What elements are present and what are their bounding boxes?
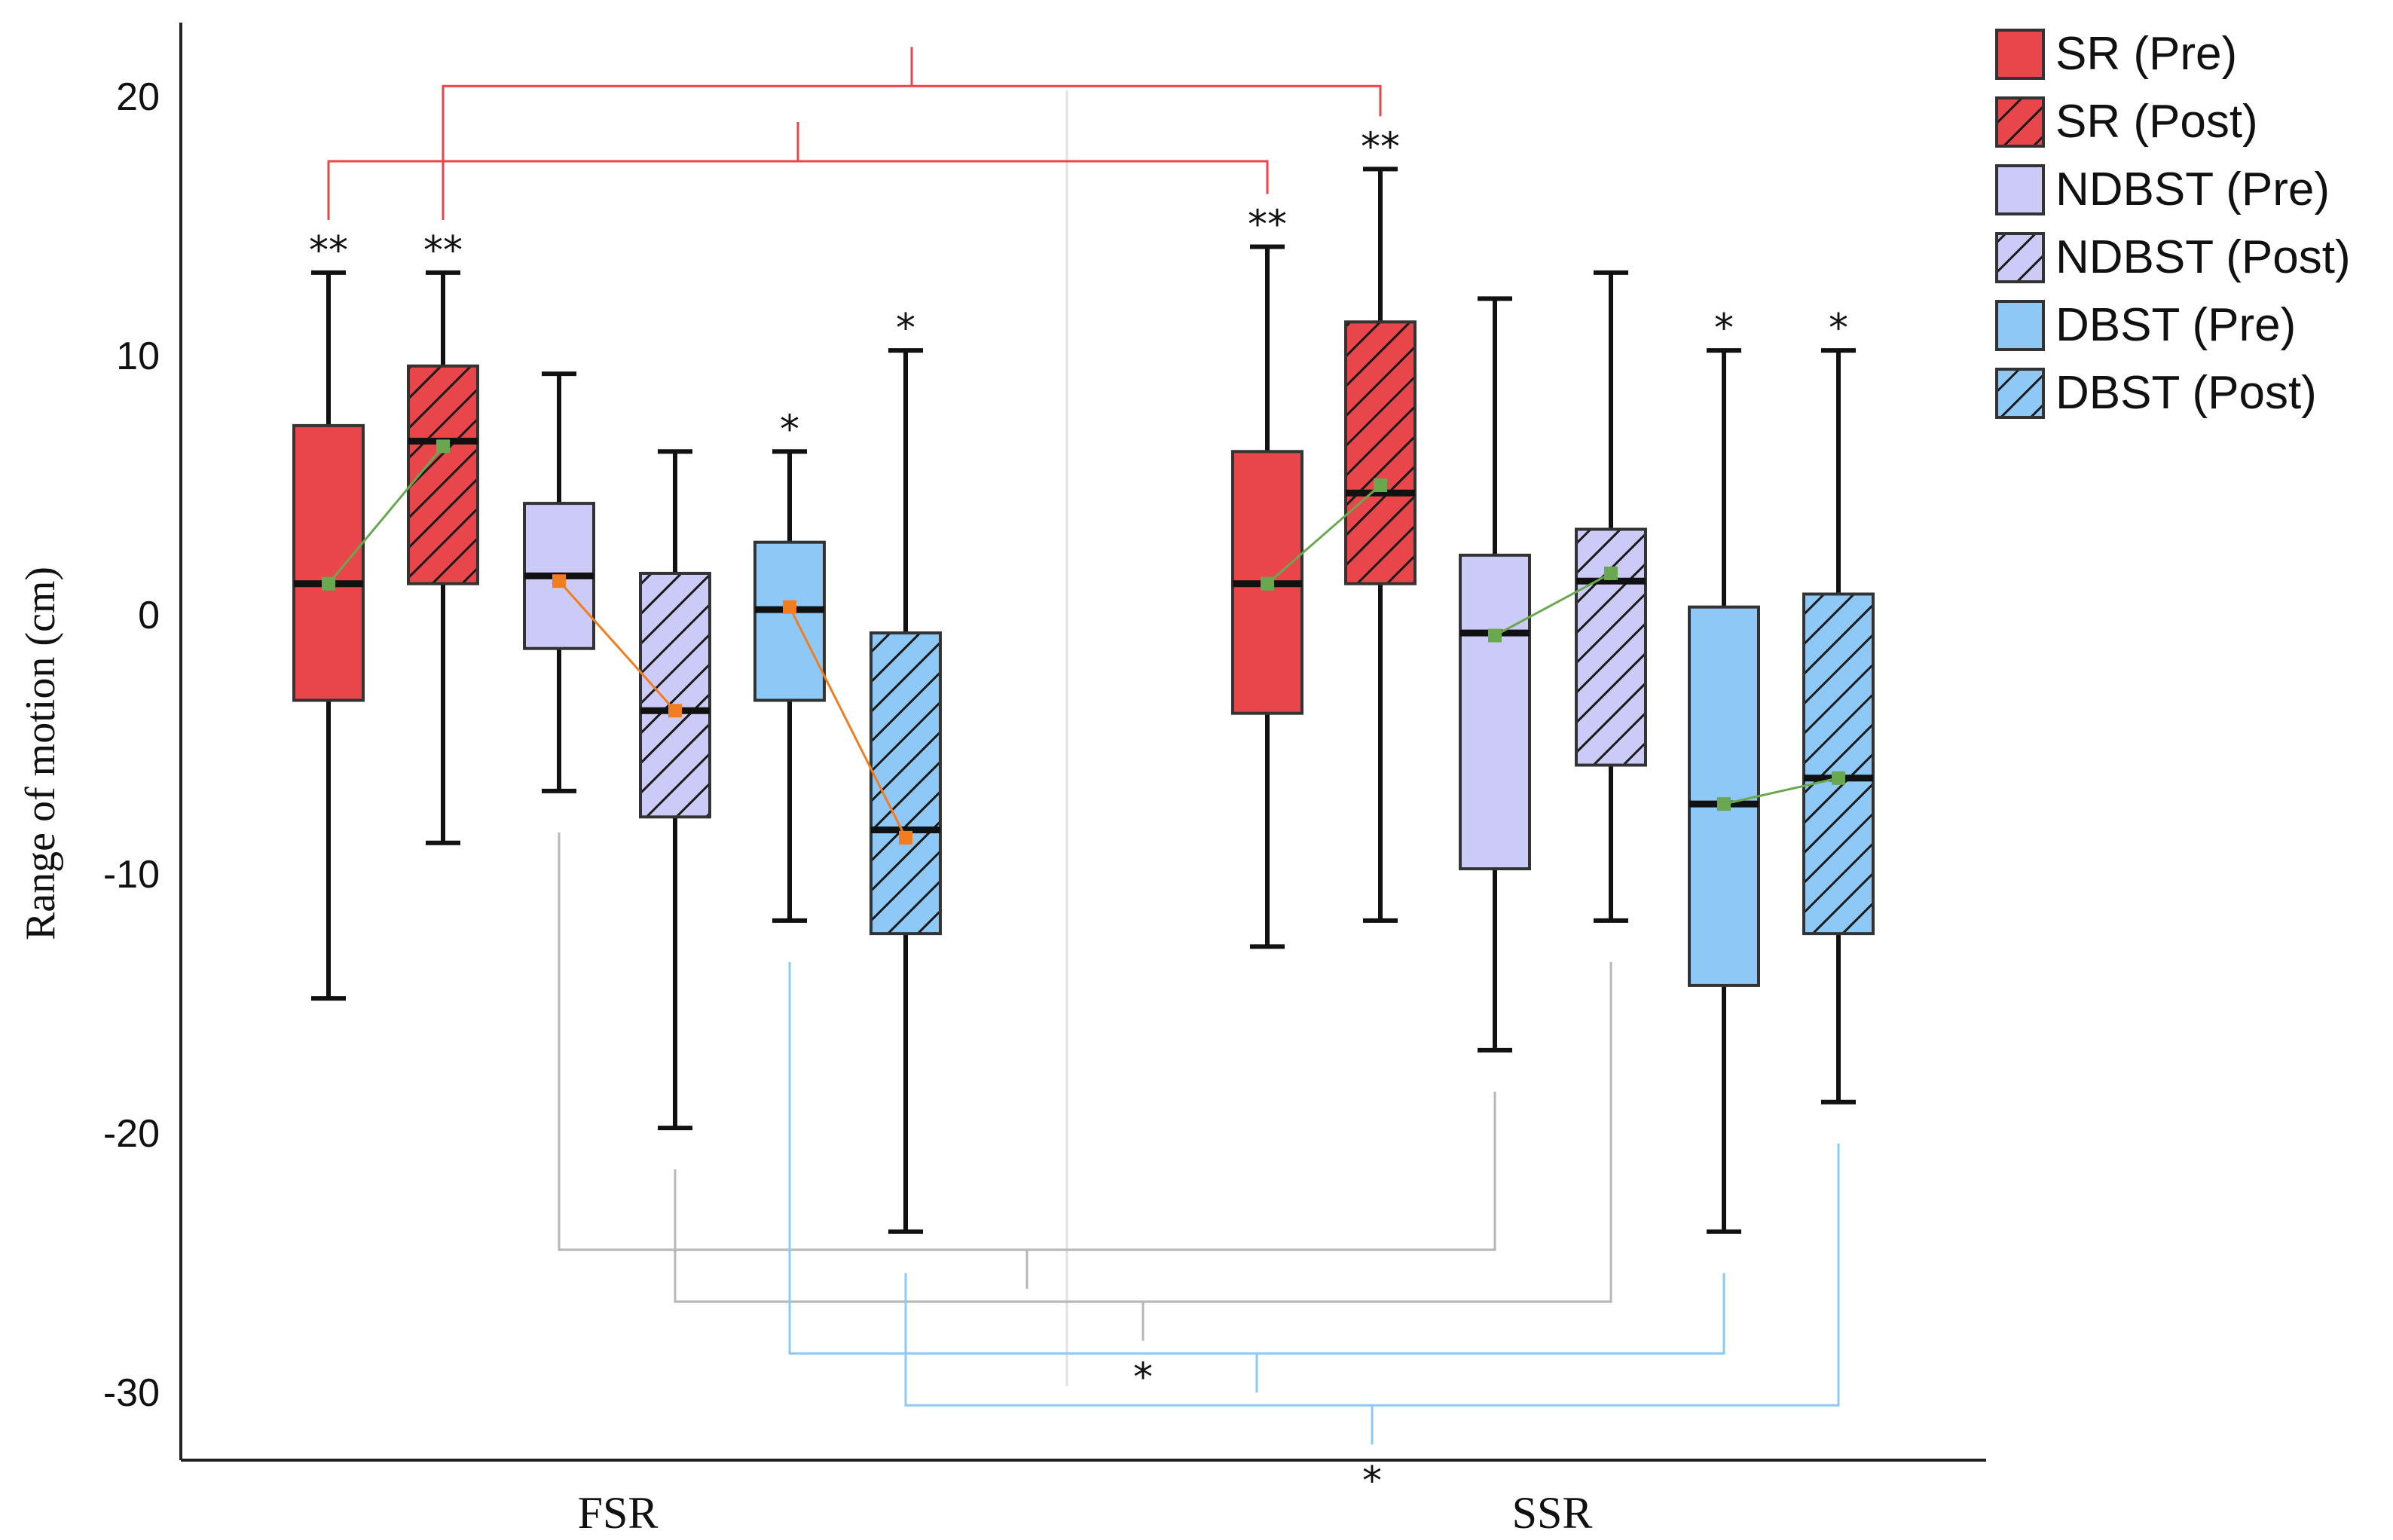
legend-item-dbst-pre: DBST (Pre) [1995,299,2296,351]
bracket-line [442,84,1382,220]
legend-item-sr-pre: SR (Pre) [1995,28,2237,80]
iqr-box [1688,605,1760,987]
legend-item-dbst-post: DBST (Post) [1995,367,2317,419]
iqr-box [1459,553,1531,871]
iqr-box [753,540,826,702]
legend-label: DBST (Pre) [2055,299,2296,351]
iqr-box [1802,592,1875,936]
mean-marker [1488,628,1502,643]
mean-link-line [558,580,677,712]
legend-swatch [1995,232,2045,283]
mean-marker [436,439,450,454]
iqr-box [639,571,711,819]
box-fsr-sr-post: ** [407,228,479,845]
mean-marker [1261,576,1274,591]
legend-label: SR (Post) [2055,96,2258,148]
box-fsr-sr-pre: ** [292,228,365,1001]
mean-marker [552,574,566,588]
legend-item-ndbst-pre: NDBST (Pre) [1995,163,2330,215]
box-ssr-ndbst-post [1575,270,1647,923]
comparison-bracket: * [904,1143,1840,1504]
legend-swatch [1995,96,2045,148]
y-tick-label: 0 [138,594,160,637]
significance-label: * [1829,306,1848,351]
box-fsr-ndbst-post [639,449,711,1131]
mean-link-line [327,445,445,585]
iqr-box [869,631,942,936]
significance-label: ** [423,228,463,273]
legend-item-ndbst-post: NDBST (Post) [1995,231,2351,283]
bracket-significance-label: * [1133,1355,1153,1401]
bracket-line [904,1143,1840,1407]
bracket-line [788,961,1725,1355]
y-axis-title: Range of motion (cm) [17,567,64,940]
box-ssr-dbst-pre: * [1688,306,1760,1234]
box-fsr-dbst-pre: * [753,407,826,923]
box-ssr-sr-post: ** [1344,124,1417,923]
significance-label: * [780,407,799,452]
mean-marker [783,600,796,614]
iqr-box [292,423,365,702]
legend-swatch [1995,164,2045,215]
box-ssr-ndbst-pre [1459,296,1531,1053]
y-tick-label: -30 [103,1371,160,1415]
mean-marker [899,830,912,845]
mean-link-line [1267,484,1381,585]
legend-label: SR (Pre) [2055,28,2237,80]
mean-link-line [788,607,907,839]
x-category-label-fsr: FSR [578,1488,659,1538]
comparison-bracket: * [674,961,1612,1401]
x-category-label-ssr: SSR [1512,1488,1593,1538]
box-ssr-sr-pre: ** [1231,203,1303,949]
significance-label: * [896,306,915,351]
mean-marker [1717,797,1731,811]
legend-swatch [1995,368,2045,419]
bracket-significance-label: * [1362,1459,1382,1504]
iqr-box [1344,320,1417,585]
comparison-bracket [558,832,1496,1289]
mean-marker [1832,771,1845,785]
y-tick-label: -10 [103,853,160,897]
legend-swatch [1995,300,2045,351]
comparison-bracket [788,961,1725,1393]
legend-label: NDBST (Post) [2055,231,2351,283]
mean-link-line [1723,777,1839,805]
significance-label: ** [1248,203,1287,248]
bracket-line [327,160,1269,220]
mean-marker [1374,478,1387,492]
box-fsr-ndbst-pre [523,371,595,793]
bracket-line [558,832,1496,1251]
mean-marker [668,704,682,718]
significance-label: ** [309,228,348,273]
mean-link-line [1494,572,1612,637]
box-ssr-dbst-post: * [1802,306,1875,1105]
legend-swatch [1995,29,2045,80]
significance-label: * [1714,306,1734,351]
y-tick-label: -20 [103,1112,160,1156]
iqr-box [1575,527,1647,767]
legend-label: NDBST (Pre) [2055,163,2330,215]
y-tick-label: 20 [116,75,160,119]
comparison-bracket [442,47,1382,220]
mean-marker [1604,566,1618,580]
significance-label: ** [1361,124,1400,170]
y-tick-label: 10 [116,335,160,378]
mean-marker [322,576,335,591]
legend-label: DBST (Post) [2055,367,2317,419]
box-fsr-dbst-post: * [869,306,942,1234]
legend-item-sr-post: SR (Post) [1995,96,2258,148]
comparison-bracket [327,122,1269,220]
